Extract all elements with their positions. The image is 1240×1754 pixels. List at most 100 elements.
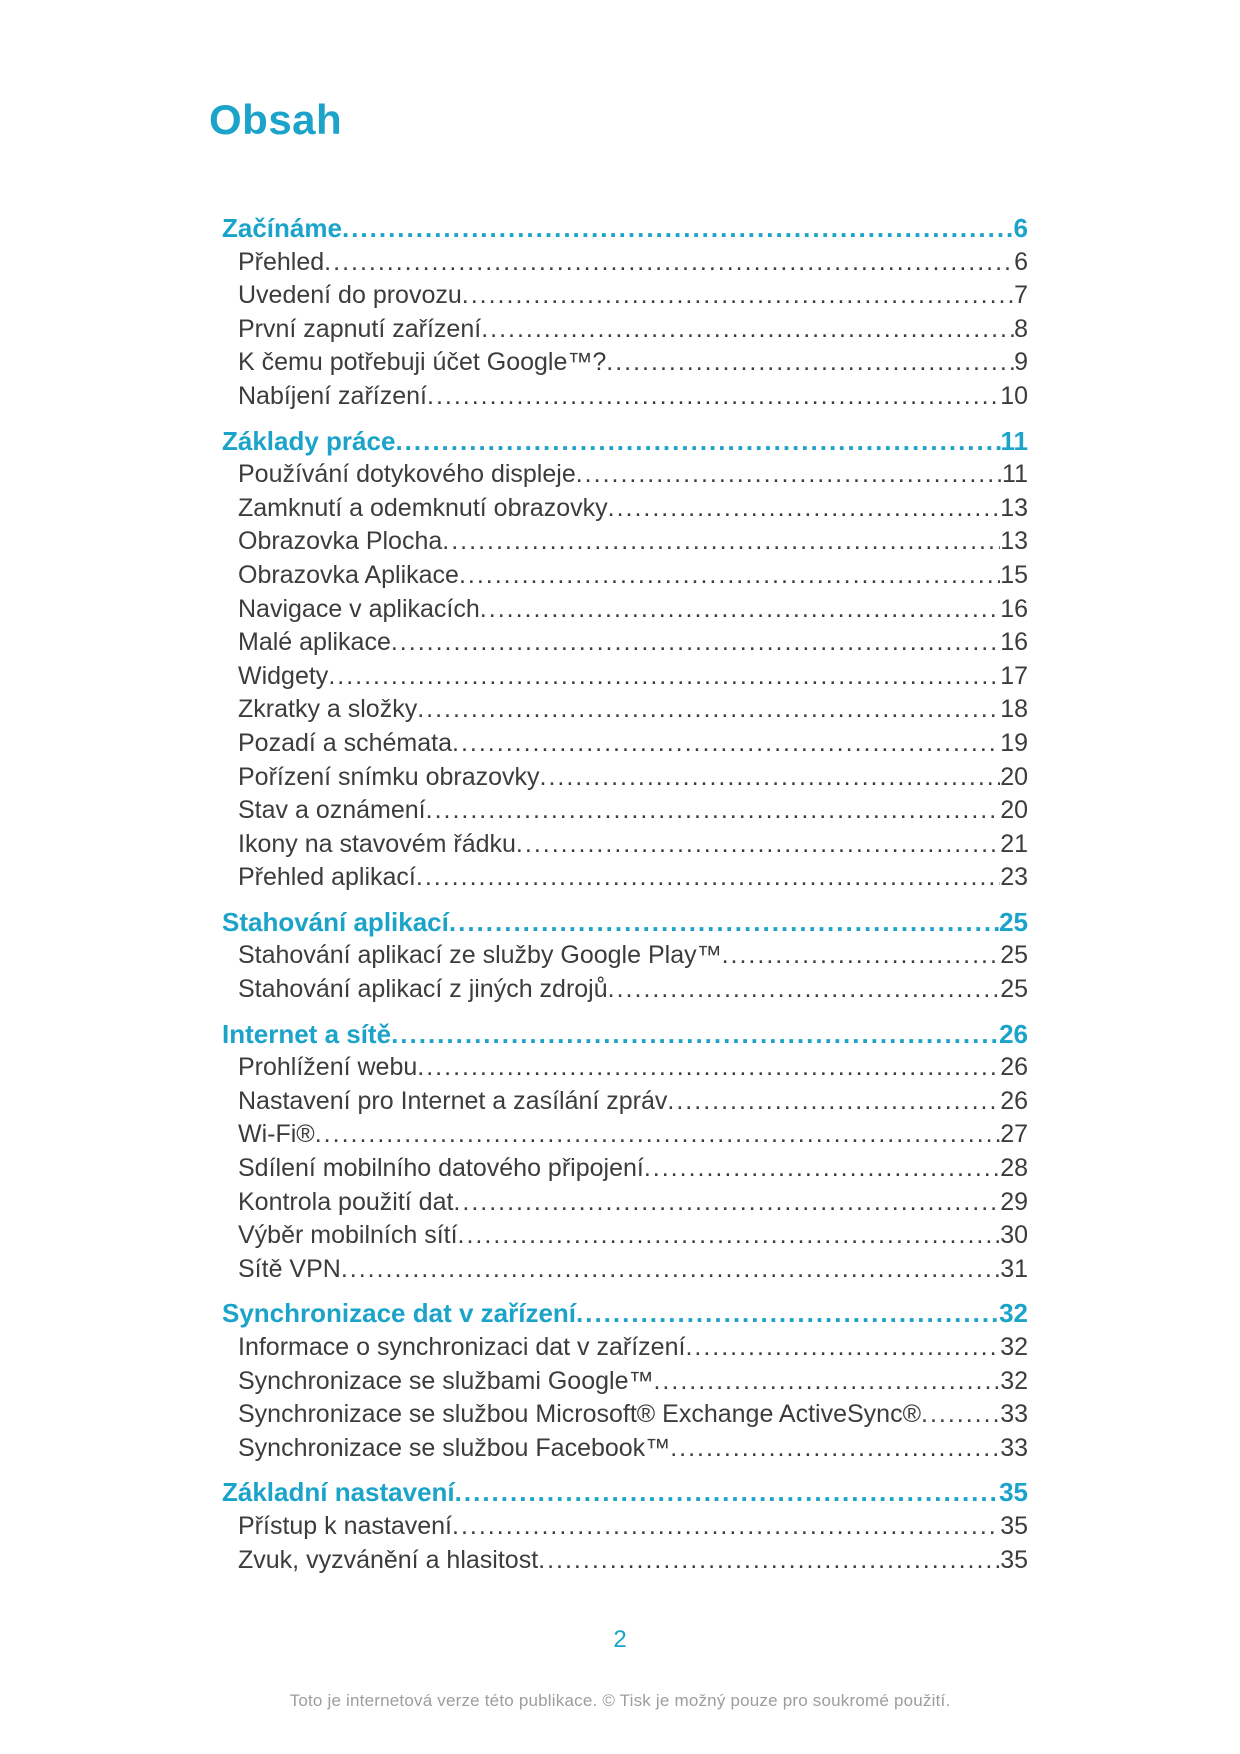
dot-leader: ........................................… <box>921 1400 1001 1429</box>
dot-leader: ........................................… <box>417 1053 1000 1082</box>
toc-entry-page: 35 <box>1000 1545 1028 1574</box>
toc-entry[interactable]: Používání dotykového displeje...........… <box>222 458 1028 492</box>
toc-entry-page: 13 <box>1000 493 1028 522</box>
toc-entry-label: Zamknutí a odemknutí obrazovky <box>238 493 608 522</box>
toc-entry[interactable]: Sítě VPN................................… <box>222 1253 1028 1287</box>
toc-entry[interactable]: Pořízení snímku obrazovky...............… <box>222 761 1028 795</box>
dot-leader: ........................................… <box>454 1477 999 1508</box>
toc-section-heading-page: 26 <box>999 1018 1028 1049</box>
page-number: 2 <box>613 1626 627 1653</box>
toc-entry-label: Pozadí a schémata <box>238 728 453 757</box>
toc-entry[interactable]: Malé aplikace...........................… <box>222 626 1028 660</box>
table-of-contents: Začínáme................................… <box>222 212 1028 1577</box>
toc-section-heading[interactable]: Základní nastavení......................… <box>222 1476 1028 1510</box>
dot-leader: ........................................… <box>481 314 1014 343</box>
toc-entry[interactable]: Nastavení pro Internet a zasílání zpráv.… <box>222 1085 1028 1119</box>
dot-leader: ........................................… <box>452 728 1000 757</box>
toc-entry-page: 23 <box>1000 863 1028 892</box>
toc-entry-label: Stav a oznámení <box>238 796 426 825</box>
toc-entry[interactable]: Navigace v aplikacích...................… <box>222 593 1028 627</box>
toc-entry[interactable]: Obrazovka Aplikace......................… <box>222 559 1028 593</box>
toc-section-heading[interactable]: Synchronizace dat v zařízení............… <box>222 1297 1028 1331</box>
toc-entry[interactable]: Kontrola použití dat....................… <box>222 1186 1028 1220</box>
toc-entry[interactable]: Ikony na stavovém řádku.................… <box>222 828 1028 862</box>
toc-entry[interactable]: Prohlížení webu.........................… <box>222 1051 1028 1085</box>
toc-section-heading-page: 32 <box>999 1298 1028 1329</box>
toc-entry-page: 21 <box>1000 829 1028 858</box>
dot-leader: ........................................… <box>721 941 1001 970</box>
toc-section-heading-label: Základní nastavení <box>222 1477 455 1508</box>
toc-entry-label: Widgety <box>238 661 329 690</box>
dot-leader: ........................................… <box>479 594 1000 623</box>
toc-entry[interactable]: Synchronizace se službou Facebook™......… <box>222 1432 1028 1466</box>
toc-entry-label: Stahování aplikací ze služby Google Play… <box>238 941 722 970</box>
toc-entry[interactable]: Zamknutí a odemknutí obrazovky..........… <box>222 492 1028 526</box>
footer-note: Toto je internetová verze této publikace… <box>289 1691 951 1710</box>
toc-entry[interactable]: Výběr mobilních sítí....................… <box>222 1219 1028 1253</box>
toc-section-heading-page: 25 <box>999 906 1028 937</box>
toc-section-heading[interactable]: Stahování aplikací......................… <box>222 906 1028 940</box>
dot-leader: ........................................… <box>314 1120 1000 1149</box>
toc-entry-page: 25 <box>1000 975 1028 1004</box>
toc-entry-page: 18 <box>1000 695 1028 724</box>
dot-leader: ........................................… <box>390 628 1000 657</box>
toc-entry-page: 29 <box>1000 1187 1028 1216</box>
toc-entry[interactable]: Sdílení mobilního datového připojení....… <box>222 1152 1028 1186</box>
toc-entry-label: Zkratky a složky <box>238 695 418 724</box>
dot-leader: ........................................… <box>427 381 1000 410</box>
toc-section-heading-label: Synchronizace dat v zařízení <box>222 1298 577 1329</box>
toc-entry[interactable]: Pozadí a schémata.......................… <box>222 727 1028 761</box>
toc-entry[interactable]: Stahování aplikací z jiných zdrojů......… <box>222 973 1028 1007</box>
toc-entry-page: 6 <box>1014 247 1028 276</box>
toc-entry[interactable]: Wi-Fi®..................................… <box>222 1118 1028 1152</box>
toc-entry-label: Používání dotykového displeje <box>238 460 576 489</box>
page-title: Obsah <box>209 96 343 143</box>
toc-entry-page: 33 <box>1000 1400 1028 1429</box>
dot-leader: ........................................… <box>539 762 1001 791</box>
dot-leader: ........................................… <box>607 975 1001 1004</box>
toc-entry-label: Zvuk, vyzvánění a hlasitost <box>238 1545 539 1574</box>
toc-entry[interactable]: Stahování aplikací ze služby Google Play… <box>222 939 1028 973</box>
toc-section: Synchronizace dat v zařízení............… <box>222 1297 1028 1465</box>
toc-entry-page: 17 <box>1000 661 1028 690</box>
toc-entry[interactable]: Synchronizace se službou Microsoft® Exch… <box>222 1398 1028 1432</box>
toc-section-heading[interactable]: Internet a sítě.........................… <box>222 1018 1028 1052</box>
dot-leader: ........................................… <box>415 863 1000 892</box>
toc-entry[interactable]: Synchronizace se službami Google™.......… <box>222 1365 1028 1399</box>
toc-entry[interactable]: Přehled.................................… <box>222 246 1028 280</box>
toc-entry[interactable]: Uvedení do provozu......................… <box>222 279 1028 313</box>
dot-leader: ........................................… <box>667 1086 1000 1115</box>
toc-entry[interactable]: Stav a oznámení.........................… <box>222 794 1028 828</box>
toc-section-heading[interactable]: Začínáme................................… <box>222 212 1028 246</box>
toc-entry[interactable]: Obrazovka Plocha........................… <box>222 525 1028 559</box>
dot-leader: ........................................… <box>653 1366 1000 1395</box>
dot-leader: ........................................… <box>453 1187 1000 1216</box>
toc-entry-page: 25 <box>1000 941 1028 970</box>
toc-entry[interactable]: Zvuk, vyzvánění a hlasitost.............… <box>222 1544 1028 1578</box>
toc-entry[interactable]: Přehled aplikací........................… <box>222 861 1028 895</box>
toc-entry[interactable]: Nabíjení zařízení.......................… <box>222 380 1028 414</box>
toc-section-heading-label: Stahování aplikací <box>222 906 449 937</box>
toc-entry-label: Malé aplikace <box>238 628 391 657</box>
toc-entry-label: První zapnutí zařízení <box>238 314 482 343</box>
toc-section: Začínáme................................… <box>222 212 1028 414</box>
toc-entry[interactable]: První zapnutí zařízení..................… <box>222 313 1028 347</box>
toc-entry-label: Synchronizace se službami Google™ <box>238 1366 654 1395</box>
toc-entry[interactable]: Zkratky a složky........................… <box>222 693 1028 727</box>
toc-entry-page: 9 <box>1014 348 1028 377</box>
toc-entry-label: Wi-Fi® <box>238 1120 315 1149</box>
toc-entry-label: Prohlížení webu <box>238 1053 418 1082</box>
toc-entry-label: Pořízení snímku obrazovky <box>238 762 540 791</box>
toc-entry[interactable]: Přístup k nastavení.....................… <box>222 1510 1028 1544</box>
toc-entry-page: 16 <box>1000 594 1028 623</box>
dot-leader: ........................................… <box>670 1433 1001 1462</box>
toc-entry-label: Informace o synchronizaci dat v zařízení <box>238 1333 686 1361</box>
toc-section-heading[interactable]: Základy práce...........................… <box>222 425 1028 459</box>
dot-leader: ........................................… <box>576 1298 1000 1329</box>
toc-entry-page: 16 <box>1000 628 1028 657</box>
toc-entry[interactable]: K čemu potřebuji účet Google™?..........… <box>222 346 1028 380</box>
toc-entry[interactable]: Widgety.................................… <box>222 660 1028 694</box>
dot-leader: ........................................… <box>341 213 1014 243</box>
toc-entry[interactable]: Informace o synchronizaci dat v zařízení… <box>222 1331 1028 1365</box>
